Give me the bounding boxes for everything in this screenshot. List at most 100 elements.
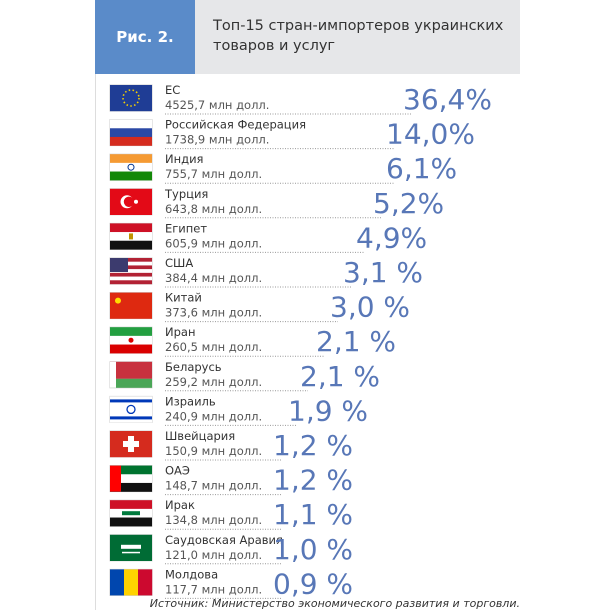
country-name: Саудовская Аравия	[165, 533, 283, 547]
figure-label: Рис. 2.	[116, 28, 173, 46]
amount: 643,8 млн долл.	[165, 202, 262, 216]
flag-stripe	[110, 465, 152, 475]
share: 1,1 %	[273, 498, 353, 531]
flag-emblem	[128, 337, 134, 343]
amount: 1738,9 млн долл.	[165, 133, 269, 147]
flag-emblem	[129, 233, 133, 240]
flag-stripe	[138, 569, 153, 596]
flag-emblem	[122, 511, 140, 516]
amount: 259,2 млн долл.	[165, 375, 262, 389]
flag-stripe	[110, 85, 152, 112]
flag-stripe	[110, 465, 121, 492]
flag-stripe	[124, 569, 139, 596]
share: 2,1 %	[300, 360, 380, 393]
flag-stripe	[110, 361, 116, 388]
source: Источник: Министерство экономического ра…	[150, 597, 520, 610]
share: 3,0 %	[330, 291, 410, 324]
flag-stripe	[110, 569, 125, 596]
title-line: Топ-15 стран-импортеров украинских	[212, 18, 504, 34]
share: 6,1%	[386, 152, 457, 185]
flag-stripe	[110, 136, 152, 146]
flag-stripe	[110, 261, 152, 266]
share: 3,1 %	[343, 256, 423, 289]
country-name: ЕС	[165, 83, 180, 97]
amount: 605,9 млн долл.	[165, 236, 262, 250]
country-name: Китай	[165, 291, 202, 305]
share: 1,0 %	[273, 533, 353, 566]
amount: 755,7 млн долл.	[165, 167, 262, 181]
flag-stripe	[110, 361, 152, 379]
amount: 4525,7 млн долл.	[165, 98, 269, 112]
amount: 148,7 млн долл.	[165, 479, 262, 493]
flag-stripe	[110, 482, 152, 492]
amount: 150,9 млн долл.	[165, 444, 262, 458]
amount: 260,5 млн долл.	[165, 340, 262, 354]
flag-stripe	[110, 128, 152, 138]
flag-stripe	[110, 154, 152, 164]
flag-stripe	[110, 500, 152, 510]
flag-stripe	[110, 269, 152, 274]
flag-canton	[110, 258, 128, 272]
share: 1,9 %	[288, 394, 368, 427]
country-name: Иран	[165, 325, 195, 339]
flag-emblem	[122, 89, 140, 107]
flag-stripe	[110, 327, 152, 337]
country-name: Турция	[164, 187, 208, 201]
flag-emblem	[115, 297, 121, 304]
country-name: ОАЭ	[165, 464, 190, 478]
flag-emblem	[122, 551, 140, 554]
flag-stripe	[110, 258, 152, 262]
share: 4,9%	[356, 221, 427, 254]
amount: 384,4 млн долл.	[165, 271, 262, 285]
flag-emblem	[123, 196, 135, 207]
country-name: Ирак	[165, 498, 195, 512]
amount: 121,0 млн долл.	[165, 548, 262, 562]
title-line: товаров и услуг	[213, 38, 335, 54]
flag-emblem	[126, 404, 136, 415]
share: 0,9 %	[273, 567, 353, 600]
share: 5,2%	[373, 187, 444, 220]
flag-stripe	[110, 280, 152, 285]
flag-stripe	[110, 399, 152, 403]
flag-stripe	[110, 517, 152, 527]
flag-stripe	[110, 378, 152, 388]
flag-emblem	[127, 163, 135, 171]
country-name: Швейцария	[165, 429, 235, 443]
flag-stripe	[110, 276, 152, 281]
amount: 117,7 млн долл.	[165, 582, 262, 596]
country-name: Индия	[165, 152, 203, 166]
flag-stripe	[110, 265, 152, 270]
flag-stripe	[110, 223, 152, 233]
share: 36,4%	[403, 83, 492, 116]
country-name: Молдова	[165, 567, 218, 581]
share: 1,2 %	[273, 429, 353, 462]
label-box	[95, 0, 195, 74]
flag-emblem	[123, 441, 139, 447]
flag-emblem	[121, 544, 141, 549]
country-name: США	[165, 256, 193, 270]
amount: 373,6 млн долл.	[165, 306, 262, 320]
flag-stripe	[110, 474, 152, 484]
flag-stripe	[110, 344, 152, 354]
country-name: Беларусь	[165, 360, 222, 374]
amount: 134,8 млн долл.	[165, 513, 262, 527]
flag-stripe	[110, 162, 152, 172]
country-name: Израиль	[165, 394, 216, 408]
flag-stripe	[110, 272, 152, 277]
share: 2,1 %	[316, 325, 396, 358]
